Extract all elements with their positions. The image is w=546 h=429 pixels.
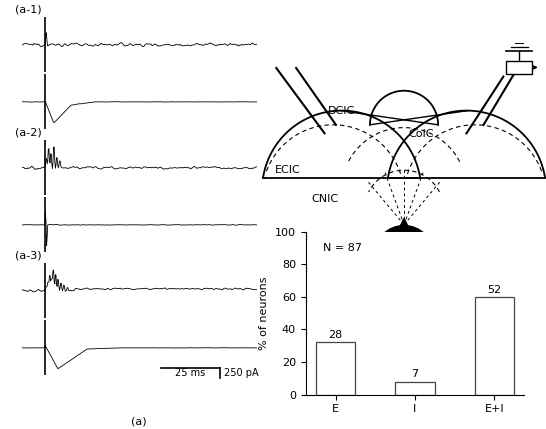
Text: 52: 52 — [488, 285, 501, 295]
Bar — [316, 342, 355, 395]
Text: 28: 28 — [328, 330, 343, 340]
Circle shape — [374, 226, 434, 285]
Text: 7: 7 — [411, 369, 419, 379]
Text: (a-1): (a-1) — [15, 4, 41, 15]
Bar — [506, 61, 532, 74]
Bar — [474, 297, 514, 395]
Polygon shape — [400, 218, 408, 227]
Text: (a-2): (a-2) — [15, 127, 41, 137]
Text: 25 ms: 25 ms — [175, 368, 205, 378]
Text: (b): (b) — [396, 301, 412, 311]
Text: ECIC: ECIC — [275, 165, 300, 175]
Text: CoIC: CoIC — [408, 129, 434, 139]
Text: 250 pA: 250 pA — [224, 368, 259, 378]
Text: (a-3): (a-3) — [15, 251, 41, 260]
Circle shape — [383, 234, 425, 277]
Text: DCIC: DCIC — [328, 106, 355, 116]
Text: (a): (a) — [132, 417, 147, 427]
Text: 2Cb: 2Cb — [393, 249, 416, 262]
Text: CNIC: CNIC — [311, 193, 338, 204]
Y-axis label: % of neurons: % of neurons — [259, 276, 270, 350]
Bar — [395, 382, 435, 395]
Text: N = 87: N = 87 — [323, 243, 362, 253]
